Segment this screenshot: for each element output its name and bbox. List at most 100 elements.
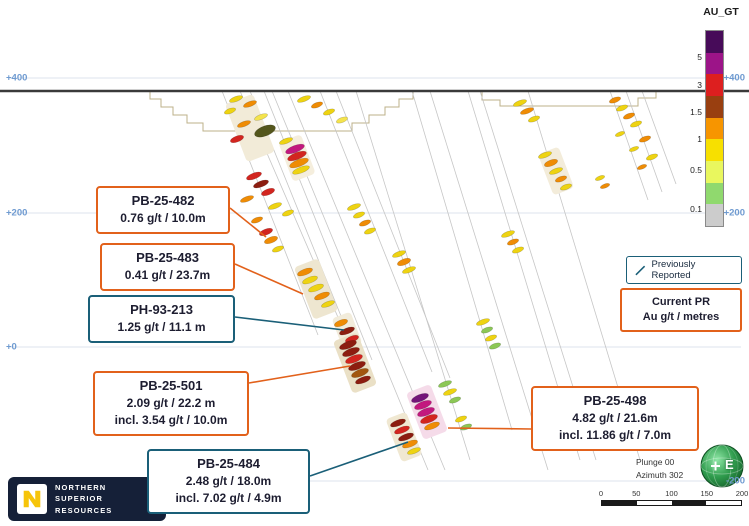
assay-interval — [348, 361, 366, 371]
assay-interval — [353, 211, 365, 219]
intercept-halos — [226, 94, 573, 462]
legend-previously-reported-label: Previously Reported — [651, 259, 696, 281]
scale-segment — [602, 501, 637, 505]
assay-interval — [339, 326, 355, 336]
assay-interval — [240, 195, 254, 203]
colorbar-segment — [706, 182, 723, 205]
assay-interval — [282, 209, 294, 217]
legend-previously-reported: Previously Reported — [626, 256, 742, 284]
orientation-compass[interactable]: E — [699, 443, 745, 489]
assay-interval — [334, 318, 348, 328]
assay-interval — [264, 235, 278, 245]
assay-interval — [246, 171, 262, 181]
scale-segment — [637, 501, 672, 505]
scale-bar-blocks — [601, 500, 742, 506]
logo-line2: SUPERIOR — [55, 494, 103, 504]
assay-interval — [637, 164, 647, 170]
assay-interval — [323, 108, 335, 116]
colorbar-tick: 5 — [697, 52, 702, 63]
colorbar-segment — [706, 204, 723, 227]
colorbar-segment — [706, 96, 723, 118]
colorbar-segment — [706, 117, 723, 140]
assay-interval — [544, 158, 558, 168]
scale-bar: 0 50 100 150 200 — [599, 489, 748, 506]
assay-interval — [314, 291, 330, 301]
assay-interval — [261, 187, 275, 197]
callout-PB-25-501: PB-25-501 2.09 g/t / 22.2 m incl. 3.54 g/t… — [93, 371, 249, 436]
assay-interval — [600, 183, 610, 189]
elevation-label-right-5: -200 — [725, 475, 745, 487]
assay-interval — [443, 388, 457, 396]
compass-east-label: E — [725, 457, 734, 472]
assay-interval — [339, 340, 357, 350]
assay-interval — [507, 238, 519, 246]
assay-interval — [364, 227, 376, 235]
callout-PB-25-483: PB-25-483 0.41 g/t / 23.7m — [100, 243, 235, 291]
assay-interval — [414, 400, 432, 410]
assay-interval — [417, 407, 435, 417]
assay-interval — [411, 393, 429, 403]
assay-interval — [347, 203, 361, 211]
pit-outline — [149, 91, 657, 132]
assay-interval — [555, 175, 567, 183]
assay-interval — [243, 100, 257, 108]
colorbar-tick: 1.5 — [690, 106, 702, 117]
assay-interval — [520, 107, 534, 115]
assay-interval — [560, 183, 572, 191]
azimuth-label: Azimuth 302 — [636, 469, 684, 480]
callout-leaders — [229, 207, 532, 477]
assay-interval — [292, 165, 310, 175]
assay-interval — [321, 300, 335, 308]
assay-interval — [302, 275, 318, 285]
assay-interval — [224, 107, 236, 115]
callout-result-line: incl. 7.02 g/t / 4.9m — [175, 490, 282, 505]
callout-PB-25-498: PB-25-498 4.82 g/t / 21.6m incl. 11.86 g/t… — [531, 386, 699, 451]
callout-PH-93-213: PH-93-213 1.25 g/t / 11.1 m — [88, 295, 235, 343]
elevation-label-right-4: +200 — [723, 207, 745, 219]
callout-PB-25-484: PB-25-484 2.48 g/t / 18.0m incl. 7.02 g/t … — [147, 449, 310, 514]
assay-interval — [308, 283, 324, 293]
assay-interval — [390, 418, 406, 428]
assay-interval — [528, 115, 540, 123]
assay-interval — [616, 104, 628, 112]
assay-interval — [438, 380, 452, 388]
callout-hole-id: PB-25-482 — [131, 193, 195, 208]
elevation-label-right-3: +400 — [723, 72, 745, 84]
assay-interval — [609, 96, 621, 104]
colorbar-segment — [706, 52, 723, 75]
assay-interval — [407, 447, 421, 455]
assay-interval — [297, 267, 313, 277]
assay-interval — [485, 334, 497, 342]
view-orientation-info: Plunge 00 Azimuth 302 — [636, 456, 683, 482]
logo-text: NORTHERN SUPERIOR RESOURCES — [55, 482, 112, 516]
assay-interval — [272, 245, 284, 253]
callout-result-line: incl. 3.54 g/t / 10.0m — [114, 412, 228, 427]
assay-interval — [630, 120, 642, 128]
assay-interval — [595, 175, 605, 181]
scale-label: 100 — [665, 489, 678, 498]
elevation-label-left-0: +400 — [6, 72, 28, 84]
assay-interval — [230, 134, 244, 144]
grade-colorbar — [705, 30, 724, 227]
assay-interval — [342, 347, 360, 357]
scale-label: 200 — [735, 489, 749, 498]
assay-interval — [297, 95, 311, 103]
assay-interval — [615, 131, 625, 137]
assay-interval — [424, 421, 440, 431]
logo-line3: RESOURCES — [55, 505, 113, 515]
assay-interval — [512, 246, 524, 254]
legend-current-pr-line2: Au g/t / metres — [642, 311, 720, 323]
colorbar-tick: 3 — [697, 79, 702, 90]
assay-interval — [420, 414, 438, 424]
assay-interval — [629, 146, 639, 152]
drill-intervals-layer — [224, 95, 658, 455]
assay-interval — [279, 137, 293, 145]
assay-interval — [402, 266, 416, 274]
callout-result-line: 2.09 g/t / 22.2 m — [126, 396, 216, 411]
logo-n-icon — [17, 484, 47, 514]
compass-globe-icon — [700, 444, 744, 488]
assay-interval — [355, 375, 371, 385]
assay-interval — [449, 396, 461, 404]
